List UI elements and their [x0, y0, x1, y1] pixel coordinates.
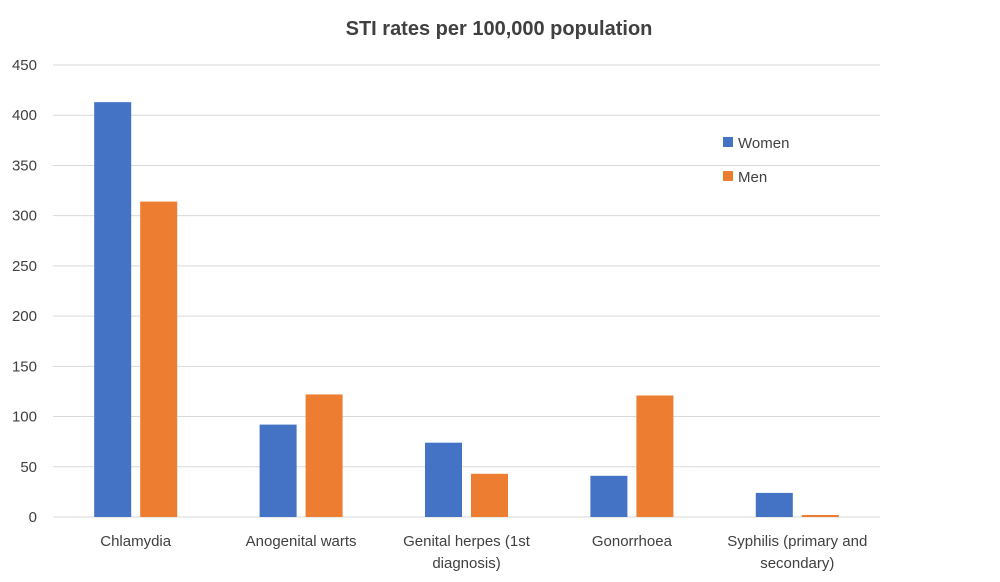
y-tick-label: 400 [12, 107, 37, 124]
y-tick-label: 200 [12, 308, 37, 325]
bar-women [755, 492, 793, 517]
bar-women [425, 442, 462, 517]
bars [94, 102, 839, 518]
legend-label: Women [738, 135, 789, 152]
chart-title: STI rates per 100,000 population [346, 18, 653, 40]
y-axis-ticks: 0 50 100 150 200 250 300 350 400 450 [12, 57, 37, 526]
bar-men [801, 514, 839, 517]
bar-women [259, 424, 297, 517]
bar-women [590, 475, 628, 517]
y-tick-label: 300 [12, 208, 37, 225]
legend: Women Men [723, 135, 789, 186]
x-category-label: Gonorrhoea [592, 533, 673, 550]
legend-label: Men [738, 169, 767, 186]
legend-swatch-men [723, 171, 733, 181]
y-tick-label: 50 [20, 459, 37, 476]
x-category-label: Genital herpes (1st [403, 533, 531, 550]
y-tick-label: 250 [12, 258, 37, 275]
y-tick-label: 450 [12, 57, 37, 74]
x-category-label: secondary) [760, 555, 834, 572]
y-tick-label: 0 [29, 509, 37, 526]
gridlines [53, 64, 880, 518]
x-category-label: Chlamydia [100, 533, 172, 550]
legend-swatch-women [723, 137, 733, 147]
y-tick-label: 100 [12, 409, 37, 426]
bar-men [140, 201, 178, 518]
bar-men [471, 473, 508, 517]
x-category-label: Anogenital warts [246, 533, 357, 550]
x-category-label: Syphilis (primary and [727, 533, 867, 550]
y-tick-label: 350 [12, 157, 37, 174]
x-axis-categories: Chlamydia Anogenital warts Genital herpes … [100, 533, 867, 572]
x-category-label: diagnosis) [432, 555, 500, 572]
bar-men [305, 394, 343, 517]
bar-men [636, 395, 674, 517]
bar-women [94, 102, 132, 518]
y-tick-label: 150 [12, 358, 37, 375]
